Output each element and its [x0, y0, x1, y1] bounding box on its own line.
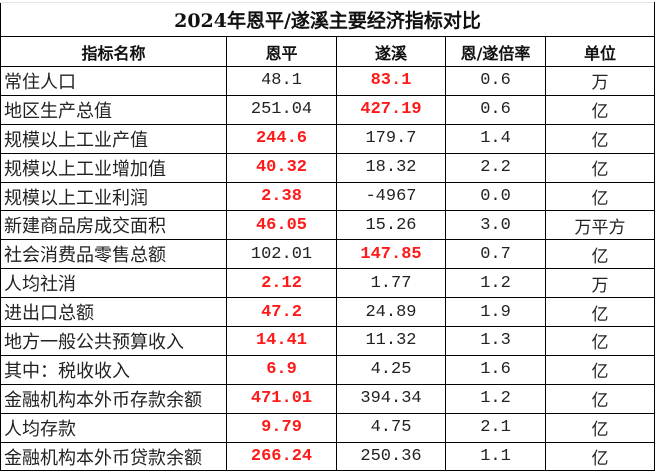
table-title: 2024年恩平/遂溪主要经济指标对比 [0, 2, 655, 37]
suixi-value-cell: 427.19 [336, 94, 446, 125]
title-row: 2024年恩平/遂溪主要经济指标对比 [0, 2, 655, 37]
enping-value-cell: 2.38 [226, 181, 337, 212]
header-indicator: 指标名称 [0, 36, 227, 67]
suixi-value-cell: 1.77 [336, 268, 446, 299]
table-row: 人均存款 9.79 4.75 2.1 亿 [0, 412, 655, 443]
indicator-name-cell: 人均存款 [0, 412, 227, 443]
indicator-name-cell: 地区生产总值 [0, 94, 227, 125]
suixi-value-cell: -4967 [336, 181, 446, 212]
enping-value-cell: 48.1 [226, 66, 337, 96]
suixi-value-cell: 11.32 [336, 326, 446, 356]
table-row: 地方一般公共预算收入 14.41 11.32 1.3 亿 [0, 326, 655, 356]
unit-cell: 亿 [544, 354, 655, 385]
table-row: 规模以上工业利润 2.38 -4967 0.0 亿 [0, 181, 655, 212]
suixi-value-cell: 18.32 [336, 152, 446, 183]
unit-cell: 亿 [544, 94, 655, 125]
suixi-value-cell: 4.75 [336, 412, 446, 443]
ratio-cell: 1.2 [445, 383, 546, 414]
ratio-cell: 1.9 [445, 297, 546, 328]
indicator-name-cell: 其中：税收收入 [0, 354, 227, 385]
enping-value-cell: 46.05 [226, 210, 337, 241]
ratio-cell: 0.6 [445, 94, 546, 125]
enping-value-cell: 2.12 [226, 268, 337, 299]
table-row: 社会消费品零售总额 102.01 147.85 0.7 亿 [0, 239, 655, 270]
table-row: 规模以上工业产值 244.6 179.7 1.4 亿 [0, 123, 655, 154]
enping-value-cell: 14.41 [226, 326, 337, 356]
header-unit: 单位 [544, 36, 655, 67]
enping-value-cell: 6.9 [226, 354, 337, 385]
suixi-value-cell: 147.85 [336, 239, 446, 270]
unit-cell: 万 [544, 268, 655, 299]
indicator-name-cell: 人均社消 [0, 268, 227, 299]
indicator-name-cell: 新建商品房成交面积 [0, 210, 227, 241]
enping-value-cell: 471.01 [226, 383, 337, 414]
unit-cell: 亿 [544, 326, 655, 356]
suixi-value-cell: 394.34 [336, 383, 446, 414]
table-row: 金融机构本外币贷款余额 266.24 250.36 1.1 亿 [0, 441, 655, 472]
table-row: 金融机构本外币存款余额 471.01 394.34 1.2 亿 [0, 383, 655, 414]
suixi-value-cell: 83.1 [336, 66, 446, 96]
table-row: 规模以上工业增加值 40.32 18.32 2.2 亿 [0, 152, 655, 183]
ratio-cell: 0.7 [445, 239, 546, 270]
enping-value-cell: 40.32 [226, 152, 337, 183]
ratio-cell: 1.6 [445, 354, 546, 385]
unit-cell: 亿 [544, 297, 655, 328]
indicator-name-cell: 地方一般公共预算收入 [0, 326, 227, 356]
ratio-cell: 2.1 [445, 412, 546, 443]
unit-cell: 亿 [544, 152, 655, 183]
suixi-value-cell: 15.26 [336, 210, 446, 241]
table-row: 进出口总额 47.2 24.89 1.9 亿 [0, 297, 655, 328]
suixi-value-cell: 4.25 [336, 354, 446, 385]
enping-value-cell: 266.24 [226, 441, 337, 472]
indicator-name-cell: 规模以上工业增加值 [0, 152, 227, 183]
header-ratio: 恩/遂倍率 [445, 36, 546, 67]
unit-cell: 亿 [544, 383, 655, 414]
unit-cell: 亿 [544, 239, 655, 270]
suixi-value-cell: 250.36 [336, 441, 446, 472]
table-row: 地区生产总值 251.04 427.19 0.6 亿 [0, 94, 655, 125]
enping-value-cell: 47.2 [226, 297, 337, 328]
suixi-value-cell: 24.89 [336, 297, 446, 328]
ratio-cell: 1.3 [445, 326, 546, 356]
ratio-cell: 1.1 [445, 441, 546, 472]
header-enping: 恩平 [226, 36, 337, 67]
table-row: 其中：税收收入 6.9 4.25 1.6 亿 [0, 354, 655, 385]
indicator-name-cell: 常住人口 [0, 66, 227, 96]
indicator-name-cell: 进出口总额 [0, 297, 227, 328]
indicator-name-cell: 规模以上工业产值 [0, 123, 227, 154]
unit-cell: 亿 [544, 123, 655, 154]
ratio-cell: 0.6 [445, 66, 546, 96]
ratio-cell: 3.0 [445, 210, 546, 241]
unit-cell: 亿 [544, 441, 655, 472]
enping-value-cell: 244.6 [226, 123, 337, 154]
header-row: 指标名称 恩平 遂溪 恩/遂倍率 单位 [0, 36, 655, 67]
indicator-name-cell: 金融机构本外币存款余额 [0, 383, 227, 414]
ratio-cell: 2.2 [445, 152, 546, 183]
indicator-name-cell: 金融机构本外币贷款余额 [0, 441, 227, 472]
table-row: 新建商品房成交面积 46.05 15.26 3.0 万平方 [0, 210, 655, 241]
unit-cell: 亿 [544, 412, 655, 443]
enping-value-cell: 102.01 [226, 239, 337, 270]
enping-value-cell: 251.04 [226, 94, 337, 125]
table-row: 常住人口 48.1 83.1 0.6 万 [0, 66, 655, 96]
indicator-name-cell: 社会消费品零售总额 [0, 239, 227, 270]
ratio-cell: 0.0 [445, 181, 546, 212]
unit-cell: 万平方 [544, 210, 655, 241]
ratio-cell: 1.4 [445, 123, 546, 154]
indicator-name-cell: 规模以上工业利润 [0, 181, 227, 212]
table-row: 人均社消 2.12 1.77 1.2 万 [0, 268, 655, 299]
enping-value-cell: 9.79 [226, 412, 337, 443]
unit-cell: 万 [544, 66, 655, 96]
ratio-cell: 1.2 [445, 268, 546, 299]
suixi-value-cell: 179.7 [336, 123, 446, 154]
unit-cell: 亿 [544, 181, 655, 212]
header-suixi: 遂溪 [336, 36, 446, 67]
